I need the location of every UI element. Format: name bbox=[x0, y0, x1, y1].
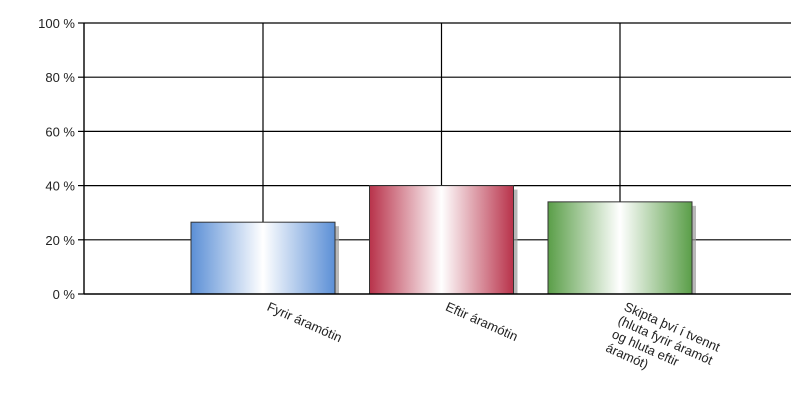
y-tick-label: 40 % bbox=[45, 179, 75, 194]
axes bbox=[78, 22, 791, 295]
y-tick-label: 100 % bbox=[38, 16, 75, 31]
x-tick-label: Skipta því í tvennt(hluta fyrir áramótog… bbox=[604, 299, 723, 396]
y-tick-label: 80 % bbox=[45, 70, 75, 85]
y-tick-label: 60 % bbox=[45, 124, 75, 139]
bar-2 bbox=[369, 185, 514, 295]
x-tick-label: Fyrir áramótin bbox=[265, 299, 344, 345]
y-tick-label: 20 % bbox=[45, 233, 75, 248]
bars bbox=[190, 185, 696, 295]
bar-3 bbox=[547, 201, 693, 295]
bar-1 bbox=[190, 221, 336, 295]
x-tick-label: Eftir áramótin bbox=[443, 299, 520, 344]
y-tick-label: 0 % bbox=[53, 287, 76, 302]
